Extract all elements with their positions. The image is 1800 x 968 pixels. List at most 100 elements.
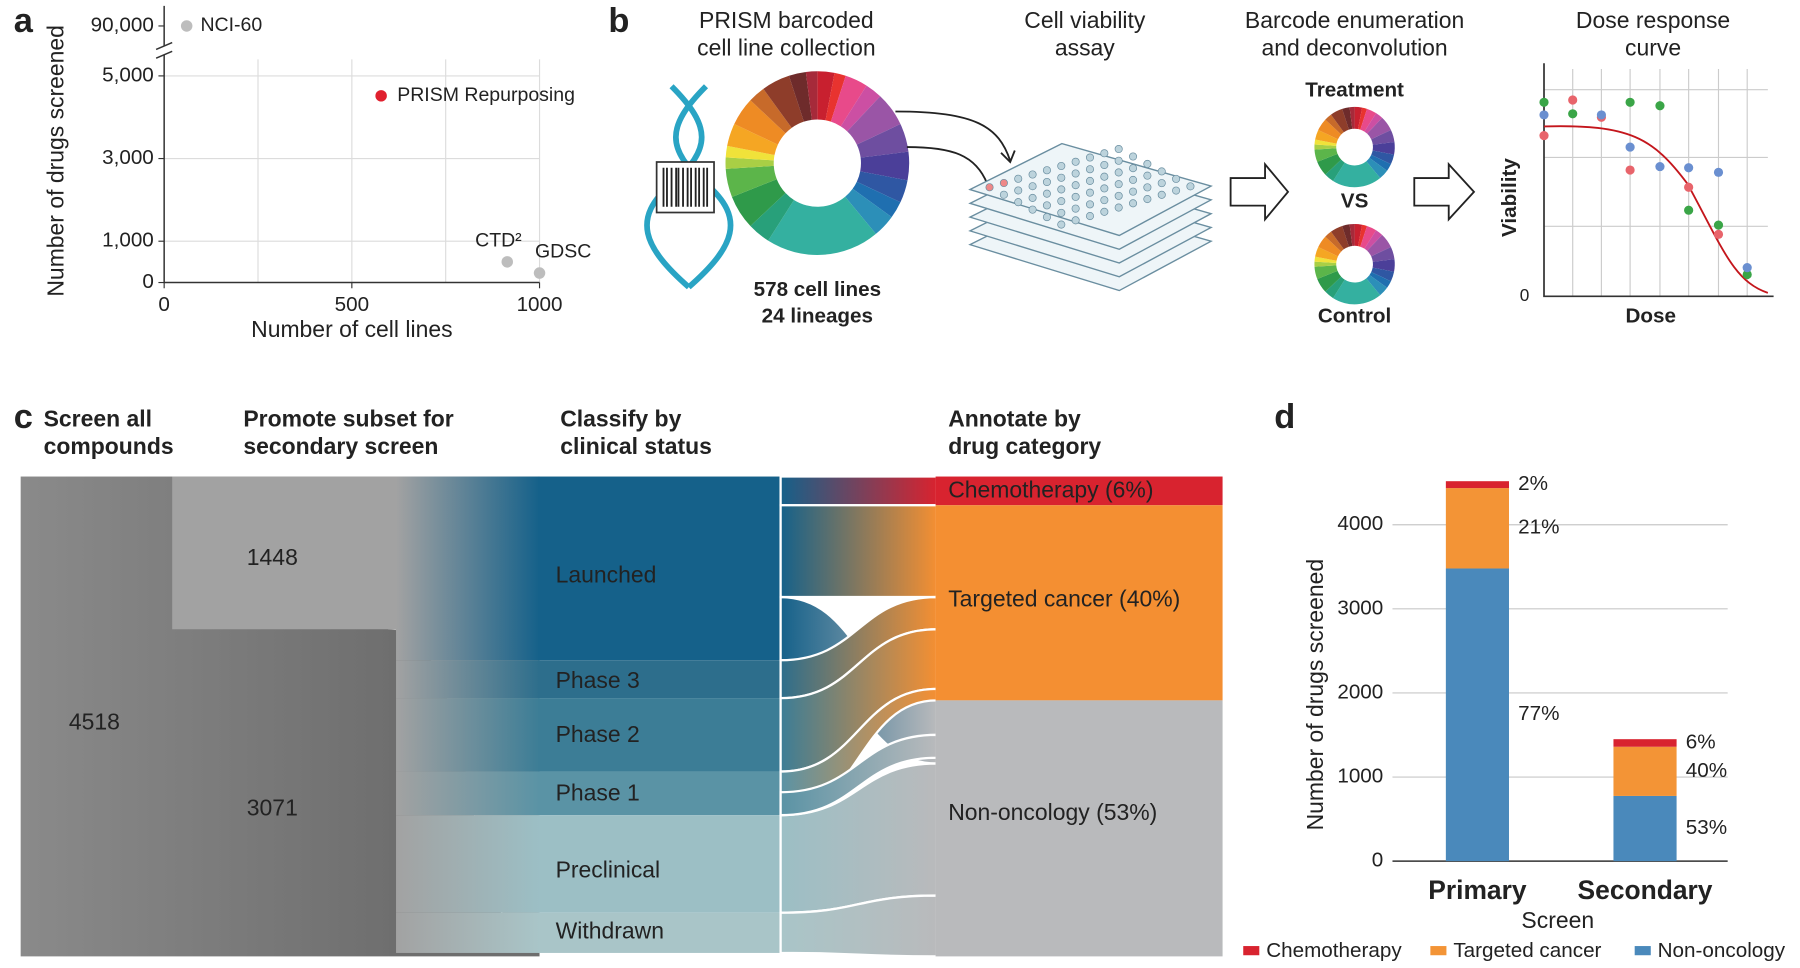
treatment-label: Treatment [1305,78,1404,101]
flow-ribbon [779,504,938,599]
panel-label: a [14,2,34,40]
x-axis-title: Screen [1521,907,1594,933]
well [1042,177,1051,186]
share-label: 21% [1518,516,1559,539]
donut-segment [1371,129,1395,145]
step-title: assay [1055,35,1115,61]
bar-segment [1613,746,1677,796]
stage-node [538,912,782,953]
donut-segment [1333,161,1381,188]
point-label: GDSC [535,241,591,263]
well [1071,169,1080,178]
well [1172,186,1181,195]
barcode [655,161,715,214]
donut-segment [1325,159,1345,181]
donut-segment [1325,231,1344,252]
well [1100,160,1109,170]
stage-fade [396,815,540,913]
well [1057,173,1066,182]
well [1042,189,1051,198]
donut-segment [1360,108,1377,132]
donut-segment [1367,117,1391,140]
y-tick-label: 1,000 [102,229,154,252]
share-label: 6% [1686,730,1716,753]
category-label: Non-oncology (53%) [948,799,1157,825]
donut-segment [1318,119,1342,140]
well [1014,186,1023,195]
donut-segment [1314,261,1337,267]
well [1057,208,1066,217]
well [1028,205,1037,214]
stage-label: Phase 2 [556,721,640,747]
donut-segment [856,124,909,158]
donut-segment [763,75,804,128]
donut-segment [1367,234,1391,257]
well [1114,168,1123,177]
category-node [935,700,1223,957]
data-point [180,20,193,32]
x-tick-label: 0 [158,293,170,316]
stage-label: Phase 3 [556,667,640,693]
well [1100,196,1109,205]
well [1085,200,1095,209]
donut-segment [1342,107,1353,130]
x-axis-title: Number of cell lines [251,316,452,342]
curve-x-label: Dose [1626,304,1677,327]
collection-count: 578 cell lines [754,278,881,301]
stage-label: Phase 1 [556,780,640,806]
versus-label: VS [1341,190,1369,213]
donut-segment [1330,108,1349,133]
stage-node [538,815,782,913]
legend-label: Chemotherapy [1266,939,1402,962]
well [1057,220,1066,229]
donut-segment [1371,150,1395,165]
well [1143,159,1152,168]
donut-segment [1349,223,1355,246]
donut-segment [845,188,892,234]
category-node [935,476,1223,506]
y-tick-label: 4000 [1337,512,1383,535]
well [1129,175,1138,184]
donut-segment [1371,247,1395,262]
node-count: 4518 [69,708,120,734]
y-tick-label: 0 [142,270,154,293]
y-tick-label: 1000 [1337,764,1383,787]
y-axis-title: Number of drugs screened [1302,559,1328,831]
donut-segment [847,96,901,145]
legend-label: Non-oncology [1658,939,1786,962]
well [1114,203,1123,212]
donut-segment [750,88,792,134]
donut-segment [1314,139,1337,146]
x-tick-label: Secondary [1578,875,1713,905]
donut-segment [1358,224,1368,247]
well [1071,181,1080,190]
donut-segment [727,124,778,155]
donut-segment [1330,225,1349,250]
data-point [533,267,546,279]
well [1071,216,1080,225]
well [1028,193,1037,202]
well [1042,201,1051,210]
column-header: clinical status [560,433,712,459]
share-label: 2% [1518,472,1548,495]
panel-label: c [14,398,33,436]
well [1085,153,1095,162]
well [1014,198,1023,207]
y-axis-title: Number of drugs screened [42,25,68,297]
donut-segment [1369,271,1391,288]
share-label: 53% [1686,816,1727,839]
well [1100,149,1109,158]
donut-segment [1333,278,1381,305]
well [1143,183,1152,192]
share-label: 40% [1686,759,1727,782]
well [1129,187,1138,196]
well [1129,199,1138,208]
donut-segment [1366,157,1388,179]
legend-label: Targeted cancer [1453,939,1601,962]
well [1085,176,1095,185]
well [1157,167,1166,176]
x-tick-label: 500 [335,293,369,316]
x-tick-label: 1000 [517,293,563,316]
stage-fade [396,660,540,699]
column-header: Annotate by [948,405,1081,431]
